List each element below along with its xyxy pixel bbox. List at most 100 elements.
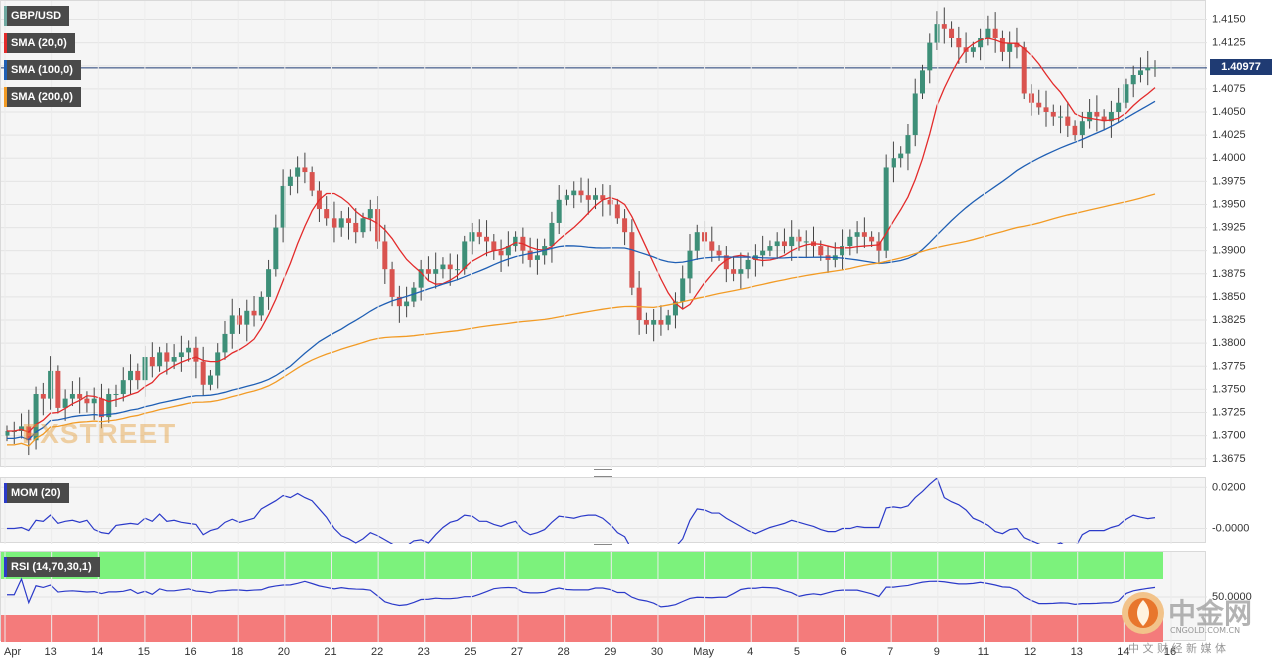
candle-body [774,241,780,247]
candle-body [229,315,235,334]
legend-sma-100-label: SMA (100,0) [11,64,73,76]
candle-body [505,246,511,256]
x-tick-label: 4 [747,646,753,658]
legend-sma-100[interactable]: SMA (100,0) [4,60,81,80]
candle-body [585,195,591,200]
candle-body [985,28,991,38]
legend-rsi[interactable]: RSI (14,70,30,1) [4,557,100,577]
mom-chart [1,478,1207,544]
candle-body [62,398,68,408]
candle-body [876,241,882,251]
candle-body [709,241,715,251]
candle-body [1094,111,1100,117]
candle-body [716,250,722,256]
candle-body [847,236,853,247]
candle-body [999,37,1005,52]
candle-body [1137,70,1143,75]
candle-body [643,320,649,325]
candle-body [128,370,134,381]
candle-body [745,259,751,270]
candle-body [919,70,925,94]
candle-body [593,195,599,200]
candle-body [258,296,264,316]
candle-body [600,195,606,200]
cngold-url: CNGOLD.COM.CN [1170,626,1241,635]
candle-body [738,269,744,274]
price-y-tick-label: 1.3775 [1212,360,1246,372]
candle-body [1101,116,1107,122]
legend-gbpusd[interactable]: GBP/USD [4,6,70,26]
candle-body [672,301,678,316]
candle-body [1058,116,1064,118]
candle-body [295,167,301,177]
candle-body [418,269,424,288]
mom-y-tick-label: -0.0000 [1212,523,1249,535]
candle-body [251,310,257,316]
candle-body [498,250,504,256]
candle-body [149,357,155,367]
candle-body [818,246,824,256]
x-axis: Apr 13 14 15 16 18 20 21 22 23 25 27 28 29 30 May 4 5 6 7 9 1… [4,646,1176,658]
candle-body [69,394,75,399]
candle-body [578,190,584,196]
sma-200-line [7,193,1156,447]
legend-sma-20[interactable]: SMA (20,0) [4,33,75,53]
candle-body [890,158,896,168]
candle-body [680,278,686,302]
candle-body [941,24,947,29]
price-y-tick-label: 1.3875 [1212,268,1246,280]
cngold-watermark: 中金网 CNGOLD.COM.CN 中 文 财 经 新 媒 体 [1120,590,1270,662]
candle-body [1050,111,1056,117]
candle-body [454,269,460,271]
candle-body [927,42,933,71]
candle-body [287,176,293,186]
price-panel [0,0,1207,468]
candle-body [19,426,25,432]
candle-body [1007,42,1013,52]
price-y-tick-label: 1.3900 [1212,245,1246,257]
x-tick-label: 23 [418,646,430,658]
candle-body [433,269,439,274]
candle-body [1108,111,1114,122]
candle-body [571,190,577,196]
candle-body [237,315,243,325]
candle-body [723,255,729,270]
mom-line [7,478,1156,544]
candle-body [694,232,700,251]
legend-sma-200[interactable]: SMA (200,0) [4,87,81,107]
candle-body [840,246,846,256]
price-y-tick-label: 1.4025 [1212,129,1246,141]
x-tick-label: 12 [1024,646,1036,658]
candle-body [854,232,860,237]
candle-body [98,398,104,418]
candle-body [636,287,642,321]
sma-100-line [7,100,1156,441]
x-tick-label: 13 [45,646,57,658]
candle-body [215,352,221,376]
candle-body [1130,74,1136,85]
candle-body [302,167,308,173]
candle-body [484,236,490,242]
price-y-tick-label: 1.3700 [1212,430,1246,442]
price-y-tick-label: 1.3850 [1212,291,1246,303]
legend-mom[interactable]: MOM (20) [4,483,69,503]
x-tick-label: 28 [558,646,570,658]
candle-body [171,357,177,362]
x-tick-label: 18 [231,646,243,658]
candle-body [491,241,497,251]
candle-body [970,47,976,52]
candle-body [447,264,453,270]
rsi-panel [0,551,1207,642]
candle-body [949,28,955,38]
mom-panel [0,477,1207,544]
candle-body [48,370,54,399]
sma-20-line [7,37,1156,433]
price-panel-resize-handle[interactable] [594,469,612,477]
price-y-tick-label: 1.3825 [1212,314,1246,326]
rsi-overbought-zone [1,552,1163,579]
candle-body [905,135,911,154]
candle-body [440,264,446,270]
candle-body [760,250,766,256]
x-tick-label: 30 [651,646,663,658]
candle-body [934,24,940,43]
